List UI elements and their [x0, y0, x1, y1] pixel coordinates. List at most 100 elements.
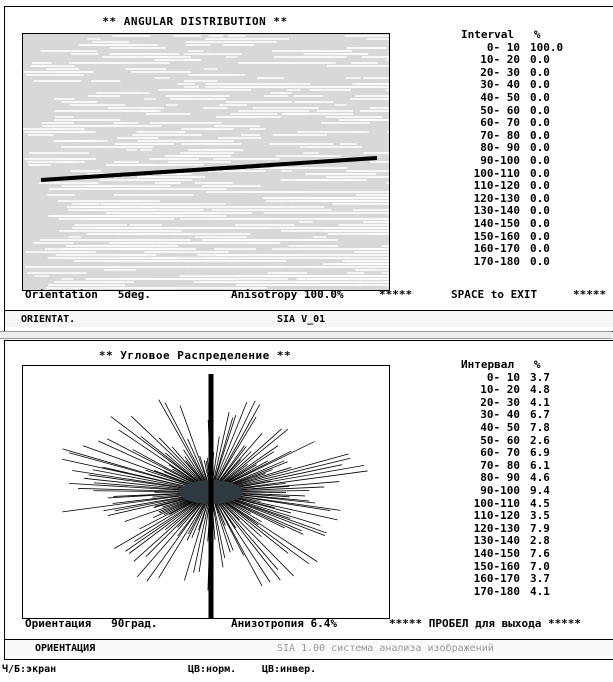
rose-ray [210, 400, 256, 493]
table-row: 10- 20 0.0 [443, 54, 608, 67]
table-header-ru: Интервал % [461, 358, 541, 371]
table-row: 160-170 3.7 [443, 572, 608, 586]
interval-range: 130-140 [473, 534, 520, 548]
table-row: 80- 90 4.6 [443, 472, 608, 485]
interval-range: 90-100 [480, 153, 520, 167]
table-row: 170-180 0.0 [443, 254, 608, 269]
interval-range: 80- 90 [480, 141, 520, 155]
color-normal-option[interactable]: ЦВ:норм. [188, 664, 237, 675]
anisotropy-readout-ru: Анизотропия 6.4% [231, 617, 337, 630]
table-row: 110-120 0.0 [443, 180, 608, 193]
mono-screen-option[interactable]: Ч/Б:экран [2, 664, 57, 675]
interval-range: 120-130 [473, 521, 520, 535]
interval-range: 140-150 [473, 546, 520, 560]
interval-range: 70- 80 [480, 128, 520, 142]
table-row: 130-140 0.0 [443, 205, 608, 218]
table-row: 130-140 2.8 [443, 535, 608, 548]
divider [0, 331, 612, 339]
status-app-ru: SIA 1.00 система анализа изображений [277, 643, 494, 654]
rose-ray [210, 491, 318, 563]
rose-plot-svg [62, 374, 368, 618]
table-row: 90-100 0.0 [443, 153, 608, 168]
interval-range: 70- 80 [480, 458, 520, 472]
interval-percent: 4.6 [530, 471, 550, 485]
interval-percent: 2.8 [530, 534, 550, 548]
table-row: 150-160 0.0 [443, 230, 608, 244]
table-row: 50- 60 0.0 [443, 103, 608, 118]
interval-percent: 0.0 [530, 103, 550, 117]
interval-percent: 6.9 [530, 446, 550, 460]
anisotropy-readout: Anisotropy 100.0% [231, 288, 344, 301]
interval-percent: 0.0 [530, 78, 550, 92]
angular-distribution-window-ru: ** Угловое Распределение ** Интервал % 0… [4, 340, 613, 660]
rose-ray [110, 416, 212, 493]
rose-ray [210, 491, 279, 571]
interval-percent: 7.8 [530, 420, 550, 434]
table-row: 90-100 9.4 [443, 484, 608, 498]
color-inverse-option[interactable]: ЦВ:инвер. [262, 664, 317, 675]
rose-ray [146, 491, 212, 582]
rose-ray [210, 491, 294, 577]
table-row: 30- 40 0.0 [443, 79, 608, 92]
rose-ray [210, 401, 248, 493]
interval-range: 60- 70 [480, 446, 520, 460]
interval-range: 110-120 [473, 509, 520, 523]
orientation-readout-ru: Ориентация 90град. [25, 617, 158, 630]
interval-percent: 0.0 [530, 242, 550, 256]
stars-left: ***** [379, 288, 413, 301]
interval-percent: 4.5 [530, 496, 550, 510]
interval-percent: 3.7 [530, 572, 550, 586]
interval-range: 20- 30 [480, 395, 520, 409]
table-row: 60- 70 6.9 [443, 447, 608, 460]
interval-range: 100-110 [473, 166, 520, 180]
table-row: 100-110 0.0 [443, 166, 608, 181]
interval-percent: 4.1 [530, 395, 550, 409]
rose-ray [210, 416, 257, 493]
interval-percent: 0.0 [530, 254, 550, 268]
rose-ray [158, 491, 212, 579]
interval-percent: 3.7 [530, 370, 550, 384]
plot-title: ** ANGULAR DISTRIBUTION ** [102, 15, 288, 28]
plot-footer-ru: Ориентация 90град. Анизотропия 6.4% ****… [5, 617, 613, 682]
table-row: 10- 20 4.8 [443, 384, 608, 397]
interval-range: 50- 60 [480, 103, 520, 117]
display-mode-bar: Ч/Б:экран ЦВ:норм. ЦВ:инвер. [0, 660, 613, 682]
interval-range: 50- 60 [480, 433, 520, 447]
exit-hint-ru[interactable]: ***** ПРОБЕЛ для выхода ***** [389, 617, 582, 630]
table-row: 150-160 7.0 [443, 559, 608, 574]
table-row: 140-150 7.6 [443, 546, 608, 561]
status-mode-ru: ОРИЕНТАЦИЯ [35, 643, 96, 654]
table-row: 50- 60 2.6 [443, 433, 608, 448]
interval-table: Interval % 0- 10 100.0 10- 20 0.0 20- 30 0.0 3… [443, 28, 608, 269]
space-exit-hint[interactable]: SPACE to EXIT [451, 288, 538, 301]
interval-percent: 0.0 [530, 90, 550, 104]
interval-percent: 7.6 [530, 546, 550, 560]
table-row: 60- 70 0.0 [443, 117, 608, 130]
interval-percent: 0.0 [530, 204, 550, 218]
interval-percent: 4.1 [530, 584, 550, 598]
interval-range: 160-170 [473, 242, 520, 256]
table-header: Interval % [461, 28, 541, 41]
interval-percent: 0.0 [530, 53, 550, 67]
interval-range: 80- 90 [480, 471, 520, 485]
status-app: SIA V_01 [277, 314, 326, 325]
table-row: 120-130 0.0 [443, 192, 608, 206]
rose-ray [210, 404, 261, 493]
table-row: 20- 30 0.0 [443, 66, 608, 80]
orientation-plot-svg [23, 35, 389, 289]
interval-percent: 0.0 [530, 216, 550, 230]
table-row: 40- 50 7.8 [443, 420, 608, 435]
interval-range: 100-110 [473, 496, 520, 510]
rose-ray [130, 415, 212, 493]
interval-range: 130-140 [473, 204, 520, 218]
rose-ray [210, 491, 271, 583]
interval-range: 30- 40 [480, 78, 520, 92]
plot-title-ru: ** Угловое Распределение ** [98, 349, 292, 362]
interval-range: 150-160 [473, 559, 520, 573]
table-row: 120-130 7.9 [443, 521, 608, 536]
rose-plot [22, 365, 390, 619]
interval-percent: 6.1 [530, 458, 550, 472]
stars-right: ***** [573, 288, 607, 301]
rose-ray [179, 405, 212, 493]
interval-range: 170-180 [473, 254, 520, 268]
